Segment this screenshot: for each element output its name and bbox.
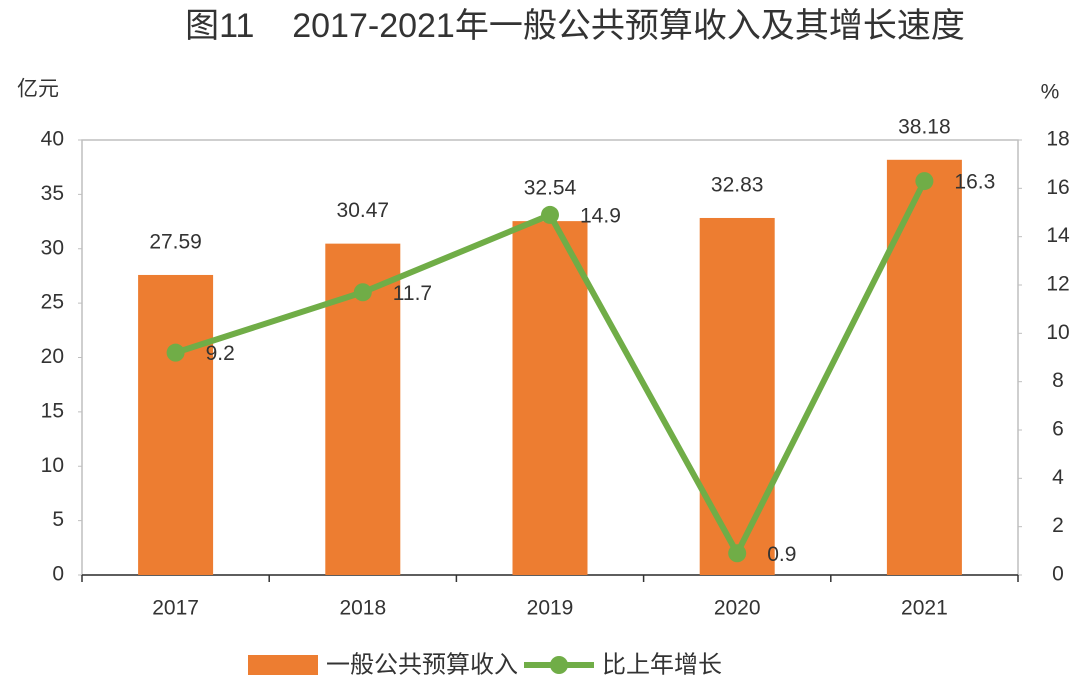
bar-value-label: 30.47 xyxy=(337,199,390,222)
y2-tick-label: 8 xyxy=(1052,369,1064,392)
line-value-label: 0.9 xyxy=(767,543,796,566)
bar xyxy=(886,159,962,576)
bar-value-label: 32.83 xyxy=(711,174,764,197)
line-marker xyxy=(915,172,934,191)
line-value-label: 9.2 xyxy=(206,342,235,365)
y2-tick-label: 14 xyxy=(1046,224,1070,247)
x-tick-label: 2018 xyxy=(339,597,386,620)
y-tick-label: 15 xyxy=(41,399,64,422)
y-tick-label: 40 xyxy=(41,128,64,151)
bar xyxy=(138,274,214,575)
legend-swatch xyxy=(248,655,318,675)
bar xyxy=(512,221,588,575)
y-tick-label: 5 xyxy=(52,508,64,531)
y2-tick-label: 16 xyxy=(1046,176,1069,199)
chart-title: 图11 2017-2021年一般公共预算收入及其增长速度 xyxy=(185,7,965,45)
y-tick-label: 10 xyxy=(41,454,64,477)
line-marker xyxy=(353,283,372,302)
y2-tick-label: 4 xyxy=(1052,466,1064,489)
bar-value-label: 32.54 xyxy=(524,177,577,200)
y-tick-label: 30 xyxy=(41,236,64,259)
legend-marker xyxy=(550,656,568,674)
line-marker xyxy=(728,544,747,563)
y2-tick-label: 10 xyxy=(1046,321,1069,344)
y2-axis-label: % xyxy=(1041,81,1060,104)
bar xyxy=(699,217,775,575)
y2-tick-label: 0 xyxy=(1052,563,1064,586)
y-tick-label: 35 xyxy=(41,182,64,205)
line-value-label: 14.9 xyxy=(580,204,621,227)
y2-tick-label: 18 xyxy=(1046,128,1069,151)
line-marker xyxy=(541,205,559,224)
x-tick-label: 2020 xyxy=(714,597,761,620)
legend-label: 比上年增长 xyxy=(602,651,722,678)
y2-tick-label: 6 xyxy=(1052,418,1064,441)
y-axis-label: 亿元 xyxy=(17,78,59,101)
y2-tick-label: 12 xyxy=(1046,273,1069,296)
y-tick-label: 20 xyxy=(41,345,64,368)
legend-label: 一般公共预算收入 xyxy=(326,651,518,678)
y-tick-label: 25 xyxy=(41,291,64,314)
line-marker xyxy=(166,343,185,362)
y2-tick-label: 2 xyxy=(1052,514,1064,537)
y-tick-label: 0 xyxy=(52,563,64,586)
line-value-label: 16.3 xyxy=(954,171,995,194)
x-tick-label: 2019 xyxy=(527,597,574,620)
bar-value-label: 38.18 xyxy=(898,115,951,138)
x-tick-label: 2021 xyxy=(901,597,948,620)
x-tick-label: 2017 xyxy=(152,597,199,620)
line-value-label: 11.7 xyxy=(393,282,432,305)
bar-value-label: 27.59 xyxy=(149,231,202,254)
